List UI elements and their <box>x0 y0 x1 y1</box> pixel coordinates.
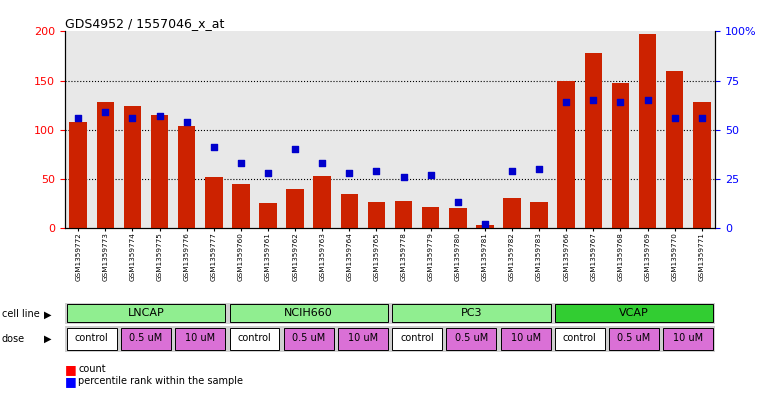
FancyBboxPatch shape <box>392 328 442 350</box>
Point <box>696 115 708 121</box>
FancyBboxPatch shape <box>175 328 225 350</box>
Bar <box>584 53 602 228</box>
Text: dose: dose <box>2 334 24 344</box>
Point <box>425 172 437 178</box>
Text: 10 uM: 10 uM <box>348 333 378 343</box>
Text: 0.5 uM: 0.5 uM <box>129 333 163 343</box>
Bar <box>693 102 711 228</box>
Bar <box>368 202 385 228</box>
Text: control: control <box>400 333 434 343</box>
Bar <box>69 122 87 228</box>
Bar <box>97 102 114 228</box>
Text: ■: ■ <box>65 363 76 376</box>
FancyBboxPatch shape <box>664 328 713 350</box>
Text: 10 uM: 10 uM <box>511 333 540 343</box>
Text: 0.5 uM: 0.5 uM <box>455 333 488 343</box>
Bar <box>340 193 358 228</box>
Text: GDS4952 / 1557046_x_at: GDS4952 / 1557046_x_at <box>65 17 224 30</box>
Point <box>587 97 600 103</box>
Text: ▶: ▶ <box>44 334 52 344</box>
Point <box>72 115 84 121</box>
FancyBboxPatch shape <box>392 304 550 323</box>
Point <box>154 113 166 119</box>
Point <box>208 144 220 151</box>
Text: VCAP: VCAP <box>619 308 649 318</box>
Point <box>180 119 193 125</box>
Text: 0.5 uM: 0.5 uM <box>292 333 325 343</box>
Bar <box>151 115 168 228</box>
Point <box>289 146 301 152</box>
Text: ▶: ▶ <box>44 309 52 320</box>
Text: 10 uM: 10 uM <box>185 333 215 343</box>
Text: NCIH660: NCIH660 <box>285 308 333 318</box>
FancyBboxPatch shape <box>67 328 116 350</box>
Text: control: control <box>563 333 597 343</box>
FancyBboxPatch shape <box>555 328 605 350</box>
Bar <box>314 176 331 228</box>
Point <box>479 221 491 227</box>
Text: percentile rank within the sample: percentile rank within the sample <box>78 376 244 386</box>
Point <box>99 109 111 115</box>
Bar <box>449 208 466 228</box>
Text: 10 uM: 10 uM <box>673 333 703 343</box>
Text: control: control <box>75 333 109 343</box>
Point <box>397 174 409 180</box>
Point <box>506 168 518 174</box>
Bar <box>395 201 412 228</box>
Point <box>262 170 274 176</box>
Text: PC3: PC3 <box>460 308 482 318</box>
Point <box>452 199 464 206</box>
Bar <box>503 198 521 228</box>
Point <box>533 166 545 172</box>
Point <box>316 160 328 166</box>
Point <box>669 115 681 121</box>
Text: cell line: cell line <box>2 309 40 320</box>
Bar <box>178 126 196 228</box>
FancyBboxPatch shape <box>501 328 550 350</box>
Point <box>614 99 626 105</box>
Point <box>343 170 355 176</box>
FancyBboxPatch shape <box>230 304 388 323</box>
Bar <box>638 35 657 228</box>
FancyBboxPatch shape <box>230 328 279 350</box>
Bar <box>205 177 223 228</box>
FancyBboxPatch shape <box>284 328 333 350</box>
Bar <box>286 189 304 228</box>
Bar <box>232 184 250 228</box>
Bar <box>557 81 575 228</box>
Text: LNCAP: LNCAP <box>128 308 164 318</box>
Bar <box>612 83 629 228</box>
FancyBboxPatch shape <box>609 328 659 350</box>
Point <box>371 168 383 174</box>
Point <box>560 99 572 105</box>
Text: control: control <box>237 333 272 343</box>
Text: count: count <box>78 364 106 375</box>
FancyBboxPatch shape <box>338 328 388 350</box>
FancyBboxPatch shape <box>121 328 171 350</box>
Point <box>235 160 247 166</box>
Bar <box>476 225 494 228</box>
FancyBboxPatch shape <box>447 328 496 350</box>
Bar <box>666 71 683 228</box>
Bar <box>260 204 277 228</box>
Text: ■: ■ <box>65 375 76 388</box>
Text: 0.5 uM: 0.5 uM <box>617 333 651 343</box>
Point <box>126 115 139 121</box>
FancyBboxPatch shape <box>67 304 225 323</box>
Bar <box>422 208 440 228</box>
FancyBboxPatch shape <box>555 304 713 323</box>
Bar <box>530 202 548 228</box>
Bar <box>123 106 142 228</box>
Point <box>642 97 654 103</box>
